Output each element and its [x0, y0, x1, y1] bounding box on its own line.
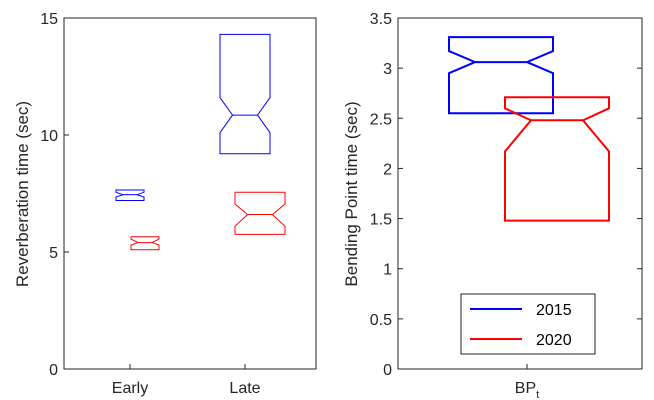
- bending-point-panel: 0 0.5 1 1.5 2 2.5 3 3.5 BPt Bending Point time …: [342, 11, 643, 400]
- box-2015-late: [219, 33, 271, 155]
- right-y-tick-label: 3: [383, 61, 392, 78]
- right-x-tick-label: BPt: [515, 380, 539, 400]
- left-y-ticks: 0 5 10 15: [40, 11, 69, 379]
- left-x-tick-label: Late: [229, 380, 260, 397]
- right-y-tick-label: 1: [383, 262, 392, 279]
- box-2015-bp_t: [448, 36, 554, 115]
- left-y-tick-label: 5: [49, 245, 58, 262]
- left-boxes: [115, 33, 286, 251]
- legend-box: [460, 293, 596, 355]
- right-y-tick-label: 2: [383, 161, 392, 178]
- right-y-tick-label: 0.5: [370, 312, 392, 329]
- right-y-axis-label: Bending Point time (sec): [342, 101, 361, 286]
- left-y-axis-label: Reverberation time (sec): [13, 101, 32, 287]
- left-y-tick-label: 15: [40, 11, 58, 28]
- reverberation-time-panel: 0 5 10 15 Early Late Reverberation time (sec…: [13, 11, 317, 397]
- legend-label-2015: 2015: [536, 302, 572, 319]
- right-y-tick-label: 0: [383, 362, 392, 379]
- left-plot-frame: [63, 17, 317, 370]
- legend: 2015 2020: [460, 293, 596, 355]
- box-2020-late: [234, 191, 286, 235]
- box-2015-early: [115, 189, 145, 201]
- left-x-ticks: Early Late: [112, 364, 261, 397]
- box-2020-bp_t: [504, 96, 610, 222]
- right-y-tick-label: 2.5: [370, 111, 392, 128]
- left-y-tick-label: 10: [40, 128, 58, 145]
- legend-label-2020: 2020: [536, 332, 572, 349]
- right-y-tick-label: 3.5: [370, 11, 392, 28]
- left-x-tick-label: Early: [112, 380, 148, 397]
- right-x-ticks: BPt: [515, 364, 539, 400]
- right-y-ticks: 0 0.5 1 1.5 2 2.5 3 3.5: [370, 11, 642, 379]
- box-2020-early: [130, 236, 160, 251]
- left-y-tick-label: 0: [49, 362, 58, 379]
- right-boxes: [448, 36, 610, 222]
- right-y-tick-label: 1.5: [370, 212, 392, 229]
